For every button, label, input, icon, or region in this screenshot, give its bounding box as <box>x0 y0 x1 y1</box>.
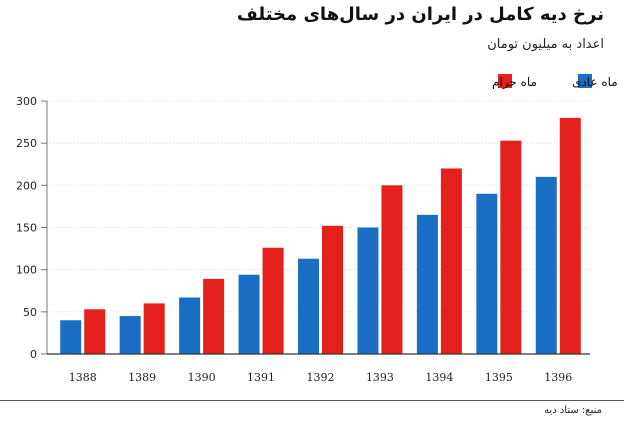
bar-haram <box>440 168 462 354</box>
bar-normal <box>535 176 557 354</box>
bar-normal <box>416 214 438 354</box>
y-tick-label: 50 <box>23 306 37 319</box>
x-tick-label: 1391 <box>247 371 275 384</box>
bar-normal <box>476 193 498 354</box>
bar-normal <box>357 227 379 354</box>
x-tick-label: 1390 <box>188 371 216 384</box>
bar-haram <box>84 309 106 354</box>
bar-haram <box>203 278 225 354</box>
x-tick-label: 1393 <box>366 371 394 384</box>
legend-swatch <box>498 74 512 88</box>
y-tick-label: 250 <box>16 137 37 150</box>
y-tick-label: 150 <box>16 222 37 235</box>
y-tick-label: 200 <box>16 179 37 192</box>
bar-haram <box>262 247 284 354</box>
bar-haram <box>500 140 522 354</box>
legend-label: ماه عادی <box>572 75 618 89</box>
bar-normal <box>119 316 141 354</box>
y-tick-label: 0 <box>30 348 37 361</box>
chart-subtitle: اعداد به میلیون تومان <box>487 37 604 52</box>
chart-title: نرخ دیه کامل در ایران در سال‌های مختلف <box>236 4 604 25</box>
bar-haram <box>143 303 165 354</box>
bar-normal <box>179 297 201 354</box>
x-tick-label: 1389 <box>128 371 156 384</box>
y-tick-label: 300 <box>16 95 37 108</box>
source-note: منبع: ستاد دیه <box>544 405 602 416</box>
x-tick-label: 1388 <box>69 371 97 384</box>
x-tick-label: 1394 <box>425 371 453 384</box>
legend-label: ماه حرام <box>492 75 537 90</box>
x-tick-label: 1396 <box>544 371 572 384</box>
y-tick-label: 100 <box>16 264 37 277</box>
bar-chart: 0 50 100 150 200 250 300 1388 1389 1390 1391 1392 13… <box>16 74 618 384</box>
x-tick-label: 1392 <box>307 371 335 384</box>
bar-haram <box>322 225 343 354</box>
footer-divider <box>0 400 624 401</box>
bar-haram <box>559 117 581 354</box>
x-tick-label: 1395 <box>485 371 513 384</box>
bar-normal <box>60 320 82 354</box>
bar-normal <box>298 258 319 354</box>
bar-normal <box>238 274 260 354</box>
legend-swatch <box>578 74 592 88</box>
bar-haram <box>381 185 403 354</box>
